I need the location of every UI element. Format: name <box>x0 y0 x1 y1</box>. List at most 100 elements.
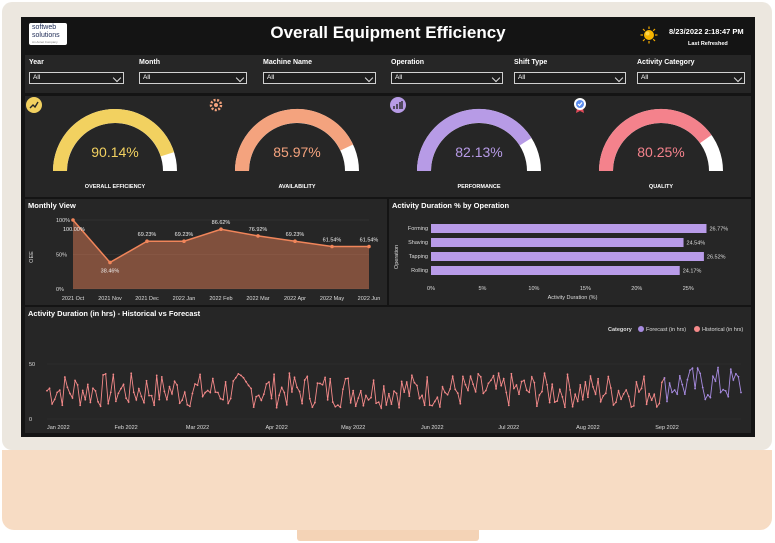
historical-point <box>543 372 546 375</box>
chevron-down-icon <box>364 73 374 83</box>
year-dropdown[interactable]: All <box>29 72 124 84</box>
gauge-fill <box>53 109 175 172</box>
historical-point <box>311 406 314 409</box>
filter-label: Operation <box>391 59 425 66</box>
bar <box>431 252 704 261</box>
historical-point <box>173 380 176 383</box>
historical-point <box>390 403 393 406</box>
historical-point <box>449 388 452 390</box>
historical-point <box>362 404 365 407</box>
historical-point <box>102 374 105 376</box>
operation-dropdown[interactable]: All <box>391 72 503 84</box>
monthly-view-title: Monthly View <box>28 201 76 210</box>
historical-point <box>160 375 163 378</box>
efficiency-icon <box>26 97 42 113</box>
gauge-label: OVERALL EFFICIENCY <box>84 184 146 190</box>
area-fill <box>73 220 369 289</box>
historical-point <box>194 383 196 385</box>
forecast-point <box>714 380 717 383</box>
historical-point <box>479 375 482 378</box>
shift-type-dropdown[interactable]: All <box>514 72 626 84</box>
forecast-point <box>737 375 740 378</box>
x-tick-label: 25% <box>683 286 694 292</box>
historical-point <box>410 374 413 377</box>
x-tick-label: 2021 Oct <box>62 296 85 302</box>
historical-point <box>81 389 84 392</box>
historical-point <box>408 395 411 398</box>
historical-point <box>520 380 523 383</box>
historical-point <box>584 381 587 383</box>
forecast-point <box>671 391 674 394</box>
filter-year: Year All <box>29 59 124 84</box>
historical-point <box>206 389 209 392</box>
historical-point <box>502 377 505 380</box>
forecast-series-line <box>664 366 742 402</box>
gauge-arc <box>53 109 177 172</box>
legend-title: Category <box>608 327 633 333</box>
filter-label: Machine Name <box>263 59 313 66</box>
kpi-gauges: 90.14% OVERALL EFFICIENCY 85.97% AVAILAB… <box>25 96 751 197</box>
historical-point <box>61 404 64 407</box>
historical-point <box>255 395 258 398</box>
historical-point <box>331 401 334 403</box>
historical-point <box>451 375 454 378</box>
historical-point <box>403 391 406 394</box>
filter-activity-category: Activity Category All <box>637 59 745 84</box>
historical-point <box>630 406 633 408</box>
historical-point <box>135 398 138 401</box>
historical-point <box>232 380 235 382</box>
historical-point <box>587 396 589 399</box>
historical-point <box>661 381 663 384</box>
month-dropdown[interactable]: All <box>139 72 247 84</box>
forecast-point <box>712 375 714 378</box>
legend-marker <box>694 326 700 332</box>
historical-point <box>446 393 449 396</box>
dropdown-value: All <box>518 74 526 81</box>
historical-point <box>426 376 429 378</box>
historical-point <box>285 403 288 406</box>
forecast-point <box>701 386 704 389</box>
gauge-quality: 80.25% QUALITY <box>571 96 751 197</box>
dropdown-value: All <box>641 74 649 81</box>
historical-point <box>589 375 592 377</box>
monitor-frame: softweb solutions An Avnet Company Overa… <box>2 2 772 530</box>
chevron-down-icon <box>733 73 743 83</box>
historical-point <box>319 382 321 385</box>
historical-point <box>632 404 635 407</box>
activity-category-dropdown[interactable]: All <box>637 72 745 84</box>
filter-label: Activity Category <box>637 59 695 66</box>
historical-point <box>482 392 485 395</box>
y-axis-label: OEE <box>29 251 35 263</box>
historical-point <box>648 392 651 395</box>
historical-point <box>127 401 130 403</box>
forecast-point <box>691 367 694 369</box>
gear-icon <box>209 98 223 112</box>
historical-point <box>387 392 390 395</box>
historical-point <box>69 392 71 395</box>
historical-point <box>439 406 441 408</box>
historical-point <box>492 374 495 377</box>
machine-name-dropdown[interactable]: All <box>263 72 376 84</box>
historical-point <box>260 399 263 402</box>
gauge-overall-efficiency: 90.14% OVERALL EFFICIENCY <box>25 96 205 197</box>
historical-point <box>433 400 436 403</box>
logo-line3: An Avnet Company <box>32 40 58 44</box>
historical-point <box>344 377 347 380</box>
data-point <box>219 227 223 232</box>
data-label: 38.46% <box>101 268 120 274</box>
forecast-point <box>683 393 686 396</box>
gauge-fill <box>417 109 532 172</box>
historical-point <box>314 401 316 404</box>
historical-point <box>423 404 426 407</box>
historical-point <box>513 387 515 390</box>
dropdown-value: All <box>395 74 403 81</box>
historical-point <box>84 398 87 401</box>
data-label: 76.92% <box>249 227 268 233</box>
historical-point <box>352 389 355 392</box>
data-label: 61.54% <box>360 238 379 244</box>
historical-point <box>431 404 434 407</box>
historical-point <box>329 377 332 380</box>
historical-point <box>51 403 54 405</box>
x-tick-label: Feb 2022 <box>114 425 137 431</box>
data-label: 69.23% <box>175 232 194 238</box>
